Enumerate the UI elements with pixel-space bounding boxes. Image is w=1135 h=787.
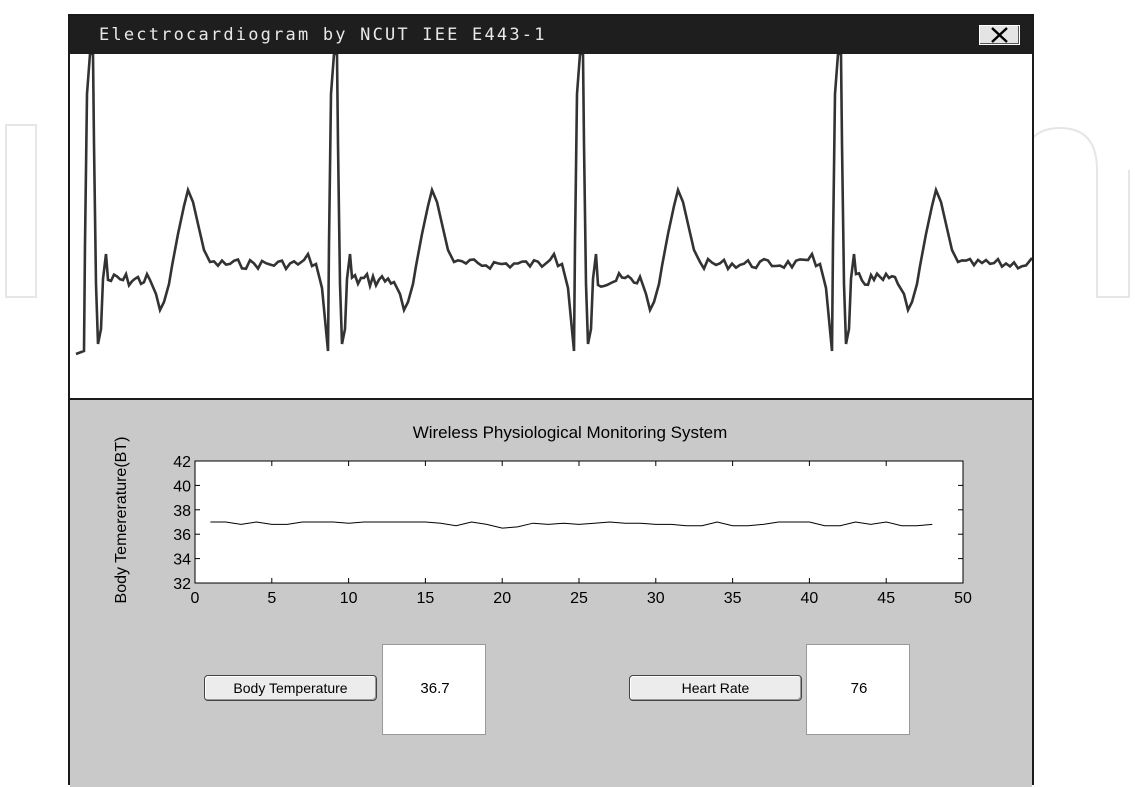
x-tick-label: 5: [267, 590, 276, 607]
y-tick-label: 34: [173, 552, 191, 569]
ecg-plot-area: [70, 54, 1032, 398]
y-tick-label: 36: [173, 527, 191, 544]
y-tick-label: 40: [173, 478, 191, 495]
monitoring-panel: Wireless Physiological Monitoring System…: [70, 400, 1032, 787]
temperature-series-line: [210, 521, 933, 529]
body-temperature-value: 36.7: [420, 680, 450, 697]
ecg-waveform: [75, 54, 1032, 356]
x-tick-label: 30: [647, 590, 665, 607]
body-temperature-readout: 36.7: [382, 644, 486, 735]
x-tick-label: 40: [801, 590, 819, 607]
body-temperature-chart: Wireless Physiological Monitoring System…: [113, 423, 972, 607]
x-tick-label: 20: [493, 590, 511, 607]
x-tick-label: 35: [724, 590, 742, 607]
y-tick-label: 32: [173, 576, 191, 593]
chart-title: Wireless Physiological Monitoring System: [413, 423, 728, 442]
body-temperature-button[interactable]: Body Temperature: [204, 675, 377, 701]
x-tick-label: 45: [877, 590, 895, 607]
y-axis-label: Body Temererature(BT): [113, 437, 130, 604]
ecg-waveform-svg: [75, 54, 1032, 356]
window-title: Electrocardiogram by NCUT IEE E443-1: [99, 25, 547, 45]
title-bar: Electrocardiogram by NCUT IEE E443-1: [70, 16, 1032, 54]
x-tick-label: 15: [417, 590, 435, 607]
x-tick-label: 10: [340, 590, 358, 607]
heart-rate-value: 76: [850, 680, 868, 697]
panel-divider: [70, 398, 1032, 400]
y-tick-label: 42: [173, 454, 191, 471]
close-button[interactable]: [979, 25, 1020, 45]
x-tick-label: 25: [570, 590, 588, 607]
y-tick-label: 38: [173, 503, 191, 520]
ecg-window: Electrocardiogram by NCUT IEE E443-1 Wir…: [68, 14, 1034, 787]
heart-rate-button[interactable]: Heart Rate: [629, 675, 802, 701]
x-tick-label: 50: [954, 590, 972, 607]
heart-rate-readout: 76: [806, 644, 910, 735]
close-x-icon: [991, 27, 1008, 43]
x-tick-label: 0: [191, 590, 200, 607]
